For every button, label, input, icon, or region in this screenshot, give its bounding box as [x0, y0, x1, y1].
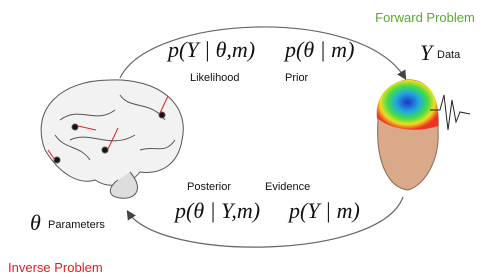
prior-formula: p(θ | m) — [283, 37, 354, 62]
inverse-arc — [128, 197, 403, 247]
forward-label: Forward Problem — [375, 10, 475, 25]
likelihood-formula: p(Y | θ,m) — [166, 37, 255, 62]
inverse-label: Inverse Problem — [8, 260, 103, 275]
parameter-symbol: θ — [30, 210, 41, 235]
posterior-label: Posterior — [187, 181, 231, 193]
brain-icon — [41, 80, 183, 198]
likelihood-label: Likelihood — [190, 72, 240, 84]
evidence-formula: p(Y | m) — [287, 198, 360, 223]
posterior-formula: p(θ | Y,m) — [173, 198, 260, 223]
data-label: Data — [437, 49, 461, 61]
data-symbol: Y — [420, 40, 435, 65]
head-icon — [377, 80, 470, 190]
prior-label: Prior — [285, 72, 309, 84]
parameter-label: Parameters — [48, 219, 105, 231]
forward-arc — [120, 27, 405, 78]
evidence-label: Evidence — [265, 181, 310, 193]
diagram: Forward Problem Inverse Problem p(Y | θ,… — [0, 0, 501, 278]
